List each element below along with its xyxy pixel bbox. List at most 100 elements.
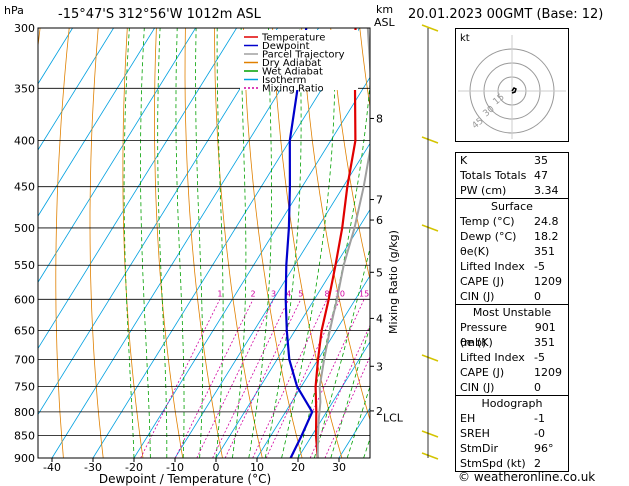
- dry-adiabat-line: [621, 28, 629, 458]
- index-value: 1209: [534, 275, 562, 288]
- km-tick-label: 4: [376, 312, 383, 325]
- index-row: Temp (°C) 24.8: [456, 214, 568, 229]
- location-title: -15°47'S 312°56'W 1012m ASL: [58, 7, 261, 22]
- isotherm-line: [38, 28, 237, 350]
- index-value: 351: [534, 336, 555, 349]
- index-label: Pressure (mb): [460, 321, 507, 349]
- pressure-tick-label: 750: [14, 381, 35, 394]
- x-tick-label: -30: [84, 461, 102, 474]
- wet-adiabat-line: [157, 28, 168, 458]
- wind-barb: [421, 224, 439, 232]
- index-value: 35: [534, 154, 548, 167]
- x-tick-label: -20: [125, 461, 143, 474]
- mixing-ratio-line: [324, 355, 370, 458]
- index-row: CIN (J) 0: [456, 289, 568, 304]
- index-label: SREH: [460, 427, 490, 440]
- mixing-ratio-label: 15: [359, 289, 369, 298]
- index-label: PW (cm): [460, 184, 507, 197]
- dry-adiabat-line: [154, 28, 184, 458]
- index-label: Dewp (°C): [460, 230, 517, 243]
- legend-bg: [240, 30, 358, 90]
- index-label: K: [460, 154, 468, 167]
- legend-entry: Dewpoint: [262, 41, 310, 52]
- most-unstable-section: Most Unstable Pressure (mb) 901 θe (K) 351…: [456, 304, 568, 395]
- pressure-tick-label: 900: [14, 452, 35, 465]
- index-row: Totals Totals 47: [456, 168, 568, 183]
- temperature-line: [314, 28, 357, 458]
- section-title: Most Unstable: [472, 306, 552, 319]
- pressure-tick-label: 700: [14, 354, 35, 367]
- dry-adiabat-line: [184, 28, 223, 458]
- pressure-tick-label: 800: [14, 406, 35, 419]
- hodo-trace: [511, 87, 517, 94]
- x-tick-label: -10: [166, 461, 184, 474]
- mixing-ratio-label: 2: [251, 289, 256, 298]
- index-row: Lifted Index -5: [456, 350, 568, 365]
- index-value: 96°: [534, 442, 554, 455]
- index-value: 0: [534, 290, 541, 303]
- mixing-ratio-label: 8: [324, 289, 329, 298]
- km-tick-label: 5: [376, 266, 383, 279]
- index-label: θe (K): [460, 336, 493, 349]
- index-value: 18.2: [534, 230, 559, 243]
- wet-adiabat-line: [232, 28, 247, 458]
- wind-barbs: [421, 24, 439, 460]
- index-value: -5: [534, 260, 545, 273]
- indices-top: K 35 Totals Totals 47 PW (cm) 3.34: [456, 153, 568, 198]
- mixing-ratio-label: 5: [298, 289, 303, 298]
- indices-table: K 35 Totals Totals 47 PW (cm) 3.34 Surface …: [455, 152, 569, 472]
- km-tick-label: 3: [376, 360, 383, 373]
- sounding-series: [284, 28, 370, 458]
- hodo-ring-label-30: 30: [482, 104, 497, 119]
- pressure-tick-label: 450: [14, 181, 35, 194]
- pressure-tick-label: 600: [14, 293, 35, 306]
- datetime-title: 20.01.2023 00GMT (Base: 12): [408, 7, 604, 22]
- wet-adiabat-line: [215, 28, 224, 458]
- index-value: 901: [534, 321, 556, 334]
- index-value: 47: [534, 169, 548, 182]
- isotherm-line: [38, 28, 155, 217]
- wet-adiabat-line: [140, 28, 151, 458]
- wind-barb: [421, 430, 439, 438]
- index-row: PW (cm) 3.34: [456, 183, 568, 198]
- pressure-tick-label: 850: [14, 430, 35, 443]
- mixing-ratio-label: 3: [271, 289, 276, 298]
- asl-label: ASL: [374, 16, 396, 29]
- index-label: θe(K): [460, 245, 490, 258]
- index-row: CIN (J) 0: [456, 380, 568, 395]
- km-tick-label: 6: [376, 214, 383, 227]
- wind-barb: [421, 452, 439, 460]
- legend-entry: Wet Adiabat: [262, 67, 323, 78]
- km-tick-label: 2: [376, 405, 383, 418]
- index-label: StmDir: [460, 442, 499, 455]
- wet-adiabat-line: [175, 28, 185, 458]
- mixing-ratio-label: 1: [217, 289, 222, 298]
- x-tick-label: 10: [250, 461, 264, 474]
- index-value: 24.8: [534, 215, 559, 228]
- km-tick-label: 7: [376, 194, 383, 207]
- dry-adiabat-line: [359, 28, 370, 110]
- hodo-ring-label-15: 15: [492, 92, 507, 107]
- km-tick-label: LCL: [383, 412, 404, 425]
- index-value: 1209: [534, 366, 562, 379]
- index-value: 3.34: [534, 184, 559, 197]
- legend-entry: Parcel Trajectory: [262, 50, 345, 61]
- dry-adiabat-line: [330, 28, 370, 281]
- hodo-unit-label: kt: [460, 33, 470, 44]
- index-row: Dewp (°C) 18.2: [456, 229, 568, 244]
- km-label: km: [376, 3, 393, 16]
- legend-entry: Mixing Ratio: [262, 84, 324, 95]
- x-tick-label: 20: [291, 461, 305, 474]
- dry-adiabat-line: [563, 28, 629, 458]
- index-label: CIN (J): [460, 290, 495, 303]
- isotherm-line: [38, 28, 278, 416]
- dry-adiabat-line: [214, 28, 263, 458]
- credit-text: © weatheronline.co.uk: [458, 470, 596, 484]
- index-label: CAPE (J): [460, 275, 505, 288]
- x-axis-title: Dewpoint / Temperature (°C): [99, 472, 271, 486]
- dewpoint-line: [284, 28, 314, 458]
- x-tick-label: -40: [43, 461, 61, 474]
- index-row: K 35: [456, 153, 568, 168]
